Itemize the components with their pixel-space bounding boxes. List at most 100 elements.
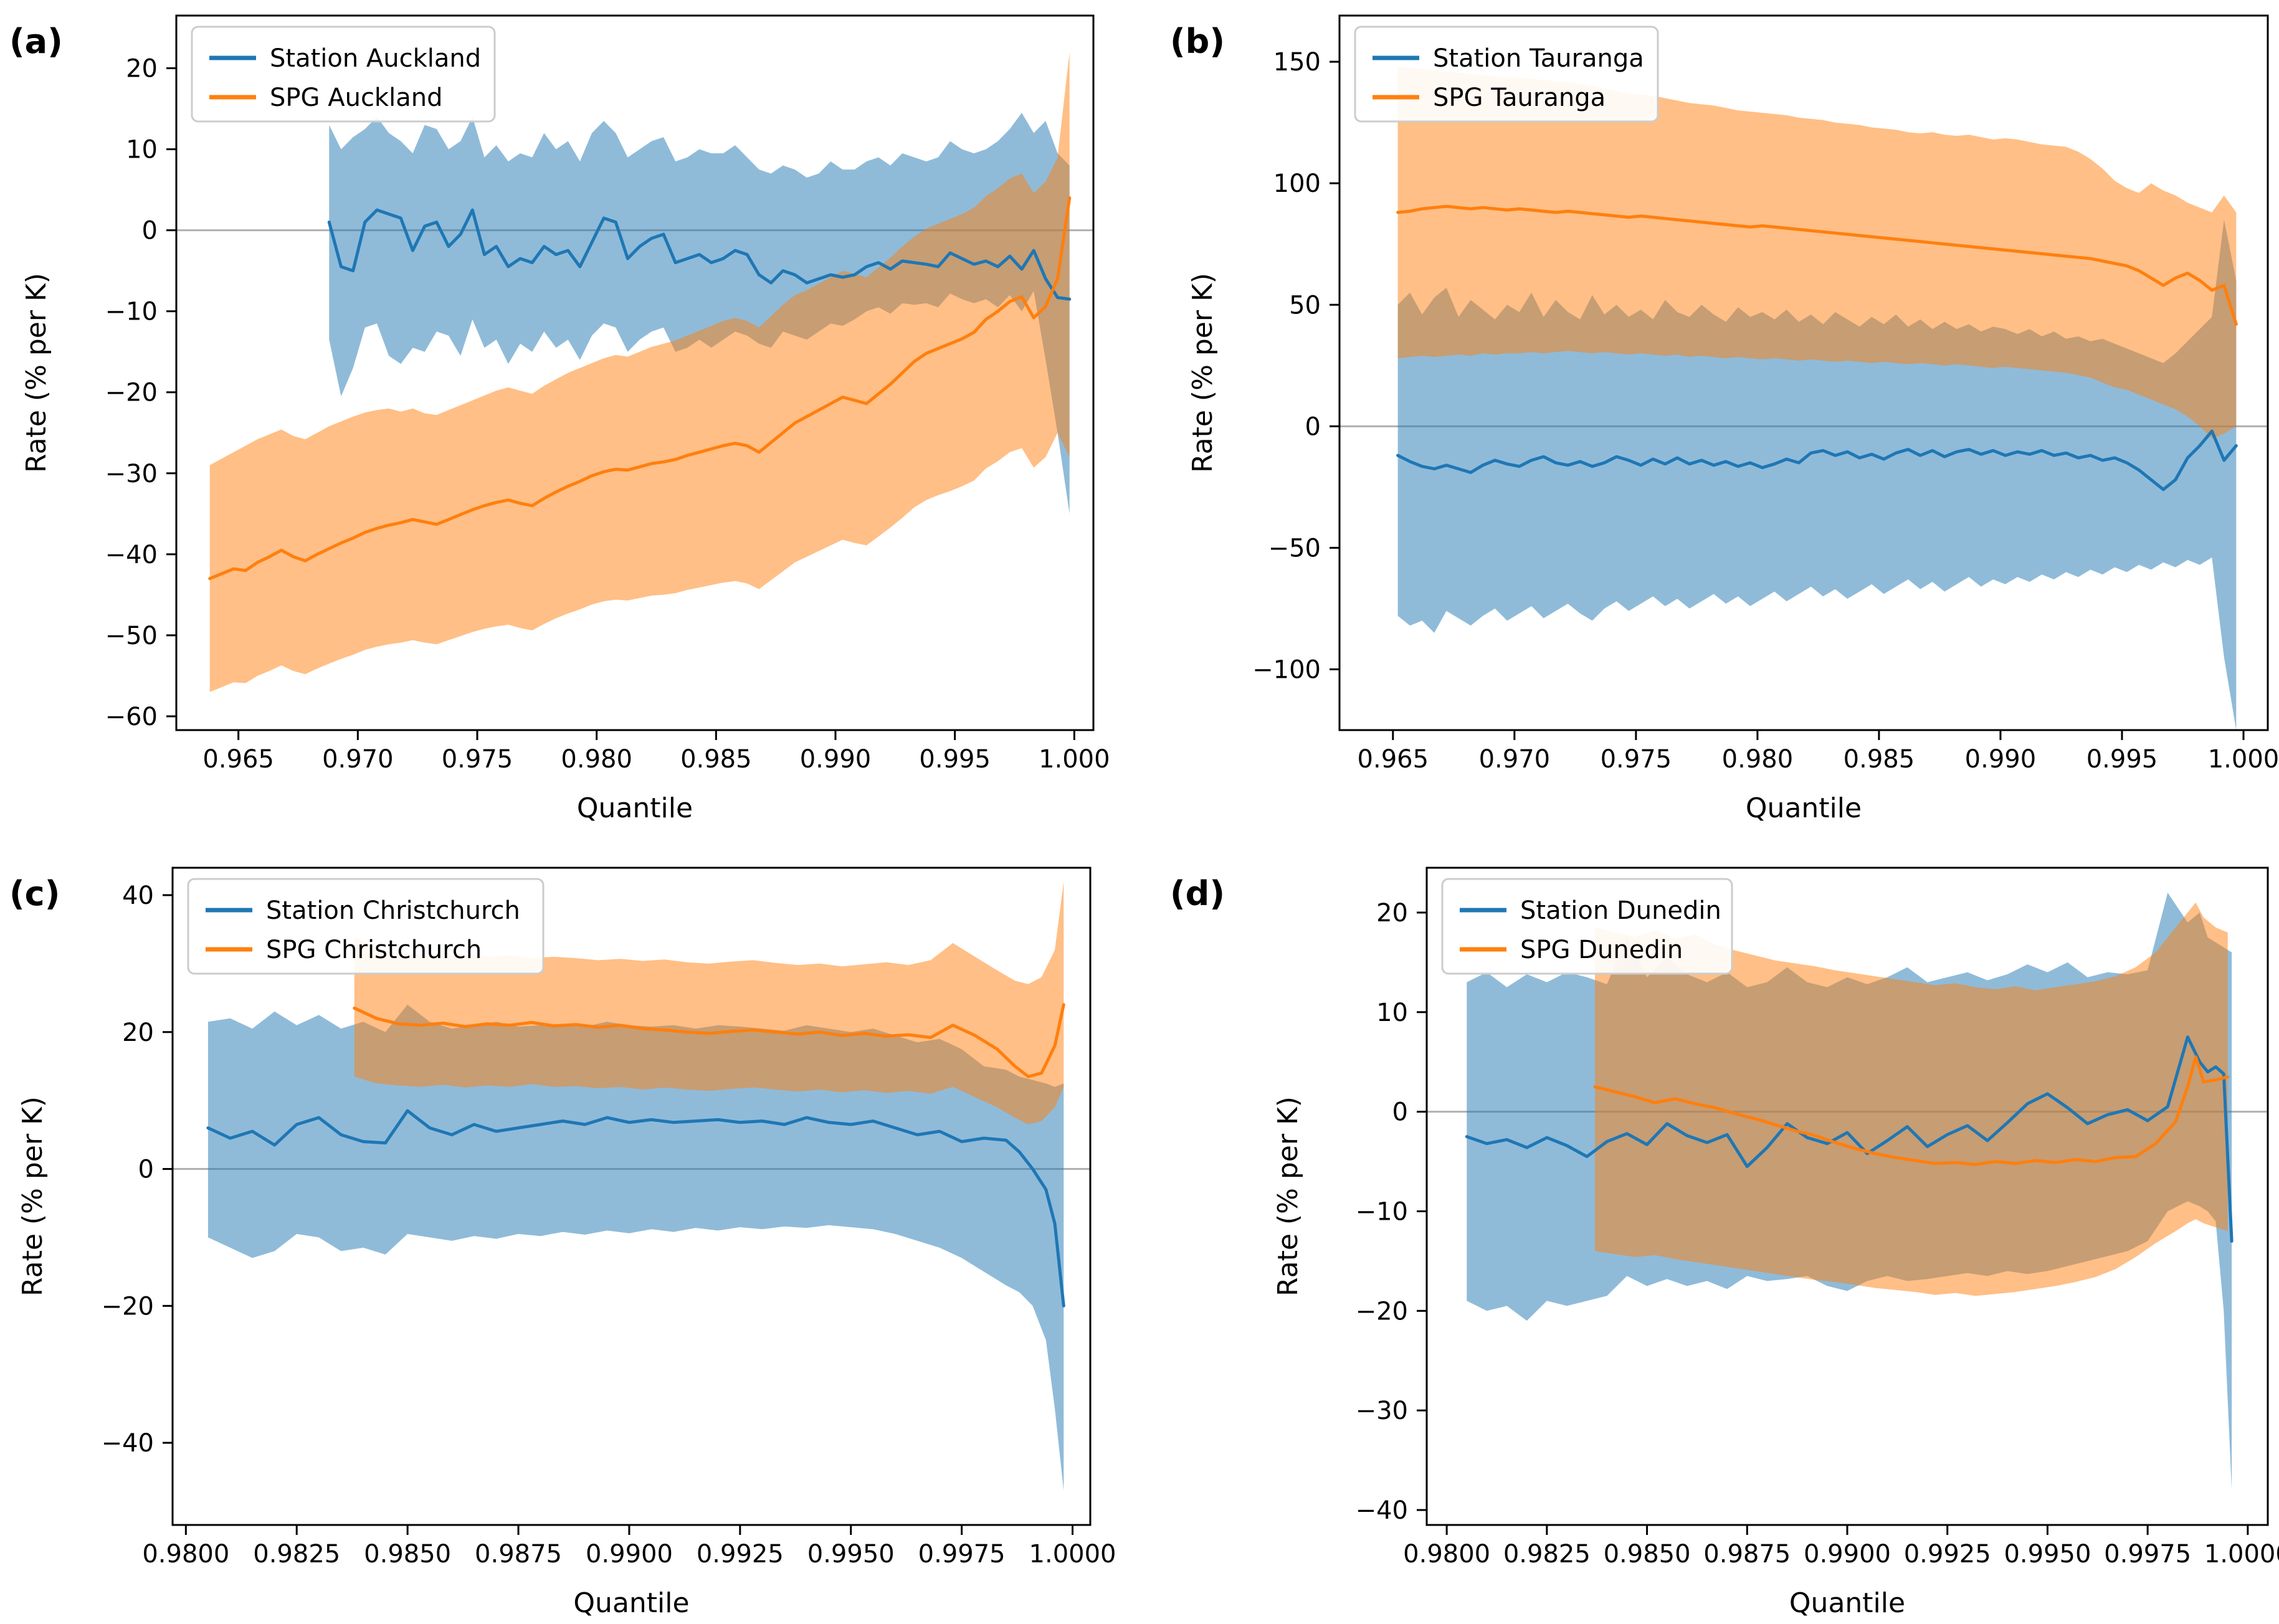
spg-confidence-band xyxy=(354,881,1064,1125)
legend: Station Christchurch SPG Christchurch xyxy=(187,878,545,975)
y-tick-label: −20 xyxy=(105,379,158,407)
plot-area xyxy=(1427,893,2268,1491)
plot-area xyxy=(173,881,1090,1491)
x-tick-label: 0.9925 xyxy=(697,1540,784,1569)
x-tick-label: 0.980 xyxy=(1722,745,1794,774)
x-tick-label: 1.0000 xyxy=(2204,1540,2279,1569)
y-tick-label: −10 xyxy=(105,298,158,326)
y-tick-label: −40 xyxy=(102,1429,154,1458)
station-confidence-band xyxy=(207,1004,1064,1491)
legend: Station Dunedin SPG Dunedin xyxy=(1441,878,1733,975)
legend-box xyxy=(1441,878,1733,975)
panel-d: 0.9800 0.9825 0.9850 0.9875 0.9900 0.9925 0.99… xyxy=(1170,867,2279,1619)
y-tick-label: 20 xyxy=(126,55,158,83)
spg-line xyxy=(1593,1055,2230,1166)
x-tick-label: 0.985 xyxy=(680,745,752,774)
y-tick-label: 10 xyxy=(126,136,158,164)
y-axis-label: Rate (% per K) xyxy=(1272,1096,1304,1296)
x-tick-label: 0.9825 xyxy=(253,1540,340,1569)
legend-station-label: Station Tauranga xyxy=(1433,44,1644,73)
y-tick-label: 10 xyxy=(1376,999,1408,1027)
plot-area xyxy=(1339,66,2268,730)
axes-spines xyxy=(175,14,1095,731)
y-tick-label: 50 xyxy=(1289,291,1321,320)
x-tick-label: 0.990 xyxy=(800,745,872,774)
x-tick-label: 0.9925 xyxy=(1904,1540,1991,1569)
legend-station-label: Station Dunedin xyxy=(1520,896,1721,925)
x-tick-label: 0.9825 xyxy=(1503,1540,1591,1569)
x-tick-label: 0.9975 xyxy=(2104,1540,2191,1569)
panel-letter: (b) xyxy=(1170,22,1225,61)
x-axis-label: Quantile xyxy=(577,792,693,824)
x-axis-label: Quantile xyxy=(1789,1587,1905,1619)
spg-line xyxy=(1396,204,2238,326)
y-axis-label: Rate (% per K) xyxy=(1187,273,1219,473)
x-tick-label: 0.9800 xyxy=(1403,1540,1490,1569)
spg-line xyxy=(353,1003,1065,1078)
x-tick-label: 0.970 xyxy=(322,745,394,774)
station-line xyxy=(327,208,1072,301)
x-tick-label: 1.0000 xyxy=(1029,1540,1116,1569)
x-tick-label: 0.9875 xyxy=(1703,1540,1791,1569)
x-tick-label: 0.9875 xyxy=(475,1540,562,1569)
y-tick-label: 150 xyxy=(1273,48,1321,77)
y-tick-label: 0 xyxy=(1305,412,1321,441)
legend-spg-label: SPG Christchurch xyxy=(266,936,482,964)
x-tick-label: 0.9975 xyxy=(918,1540,1006,1569)
y-tick-label: −10 xyxy=(1356,1197,1408,1226)
station-line xyxy=(1396,429,2238,491)
y-tick-label: −100 xyxy=(1252,655,1321,684)
spg-confidence-band xyxy=(1595,902,2228,1296)
x-tick-label: 0.985 xyxy=(1844,745,1915,774)
y-axis-label: Rate (% per K) xyxy=(17,1096,49,1296)
panel-c: 0.9800 0.9825 0.9850 0.9875 0.9900 0.9925 0.99… xyxy=(9,867,1116,1619)
x-tick-label: 0.9950 xyxy=(807,1540,895,1569)
legend-box xyxy=(187,878,545,975)
legend: Station Auckland SPG Auckland xyxy=(191,26,496,123)
panel-letter: (d) xyxy=(1170,874,1225,913)
x-tick-label: 1.000 xyxy=(1039,745,1110,774)
x-tick-label: 1.000 xyxy=(2208,745,2279,774)
x-tick-label: 0.9950 xyxy=(2004,1540,2091,1569)
x-tick-label: 0.975 xyxy=(442,745,513,774)
x-tick-label: 0.995 xyxy=(2086,745,2158,774)
x-tick-label: 0.995 xyxy=(919,745,991,774)
y-axis-label: Rate (% per K) xyxy=(21,273,52,473)
x-tick-label: 0.990 xyxy=(1965,745,2037,774)
y-tick-label: 0 xyxy=(1392,1098,1408,1127)
panel-letter: (c) xyxy=(9,874,60,913)
x-tick-label: 0.980 xyxy=(561,745,632,774)
y-tick-label: 40 xyxy=(122,881,154,910)
x-tick-label: 0.975 xyxy=(1601,745,1672,774)
axes-spines xyxy=(1338,14,2269,731)
y-tick-label: 100 xyxy=(1273,169,1321,198)
station-confidence-band xyxy=(329,113,1070,514)
y-tick-label: 0 xyxy=(138,1156,154,1184)
y-tick-label: 20 xyxy=(1376,899,1408,928)
legend-box xyxy=(1354,26,1659,123)
x-axis-label: Quantile xyxy=(1746,792,1862,824)
legend: Station Tauranga SPG Tauranga xyxy=(1354,26,1659,123)
panel-b: 0.965 0.970 0.975 0.980 0.985 0.990 0.995 1.000… xyxy=(1170,14,2279,824)
y-tick-label: −50 xyxy=(105,622,158,650)
y-tick-label: −50 xyxy=(1268,534,1321,563)
legend-box xyxy=(191,26,496,123)
x-tick-label: 0.9800 xyxy=(142,1540,229,1569)
legend-spg-label: SPG Auckland xyxy=(270,83,442,112)
legend-station-label: Station Auckland xyxy=(270,44,481,73)
y-tick-label: −40 xyxy=(1356,1496,1408,1525)
y-tick-label: 20 xyxy=(122,1019,154,1047)
spg-confidence-band xyxy=(209,52,1070,692)
y-tick-label: 0 xyxy=(142,217,158,245)
station-line xyxy=(1465,1035,2234,1243)
legend-spg-label: SPG Tauranga xyxy=(1433,83,1606,112)
y-tick-label: −40 xyxy=(105,541,158,569)
spg-confidence-band xyxy=(1397,66,2237,439)
station-line xyxy=(206,1109,1065,1308)
legend-station-label: Station Christchurch xyxy=(266,896,520,925)
x-tick-label: 0.970 xyxy=(1479,745,1551,774)
plot-area xyxy=(176,52,1093,692)
spg-line xyxy=(208,196,1072,581)
